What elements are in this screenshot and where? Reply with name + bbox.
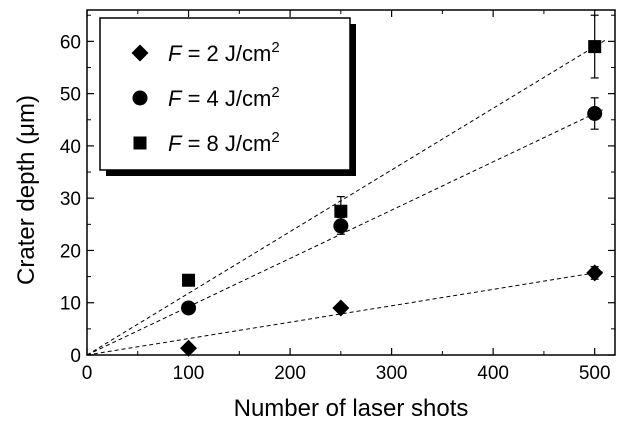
x-tick-label: 400 [477, 363, 509, 384]
y-tick-label: 50 [60, 85, 81, 106]
point-square [334, 204, 348, 218]
legend-label: F = 2 J/cm2 [168, 39, 280, 66]
x-axis-ticks: 0 100 200 300 400 500 [82, 10, 611, 384]
fit-lines [86, 39, 606, 356]
y-tick-label: 10 [60, 294, 81, 315]
legend-label: F = 8 J/cm2 [168, 129, 280, 156]
x-tick-label: 200 [274, 363, 306, 384]
fit-line-diamond [86, 270, 605, 356]
legend: F = 2 J/cm2 F = 4 J/cm2 F = 8 J/cm2 [99, 17, 356, 176]
point-diamond [586, 264, 604, 282]
fit-line-circle [86, 108, 606, 356]
legend-marker-square [133, 136, 147, 150]
point-square [588, 40, 602, 54]
y-tick-label: 0 [70, 346, 81, 367]
legend-label: F = 4 J/cm2 [168, 84, 280, 111]
y-tick-label: 60 [60, 32, 81, 53]
fit-line-square [86, 39, 606, 356]
y-tick-label: 30 [60, 189, 81, 210]
point-circle [587, 106, 603, 121]
point-circle [333, 218, 349, 234]
plot-frame [86, 9, 616, 356]
x-tick-label: 300 [376, 363, 408, 384]
point-square [182, 273, 196, 287]
y-tick-label: 20 [60, 241, 81, 262]
legend-marker-diamond [131, 44, 149, 62]
x-tick-label: 0 [82, 363, 93, 384]
x-tick-label: 500 [579, 363, 611, 384]
y-axis-title: Crater depth (μm) [13, 95, 40, 285]
legend-marker-circle [132, 90, 148, 106]
error-bars [336, 14, 599, 280]
point-circle [181, 300, 197, 316]
x-axis-title: Number of laser shots [234, 395, 469, 421]
x-tick-label: 100 [173, 363, 205, 384]
y-tick-label: 40 [60, 137, 81, 158]
y-axis-ticks: 0 10 20 30 40 50 60 [60, 14, 615, 367]
point-diamond [332, 299, 350, 317]
